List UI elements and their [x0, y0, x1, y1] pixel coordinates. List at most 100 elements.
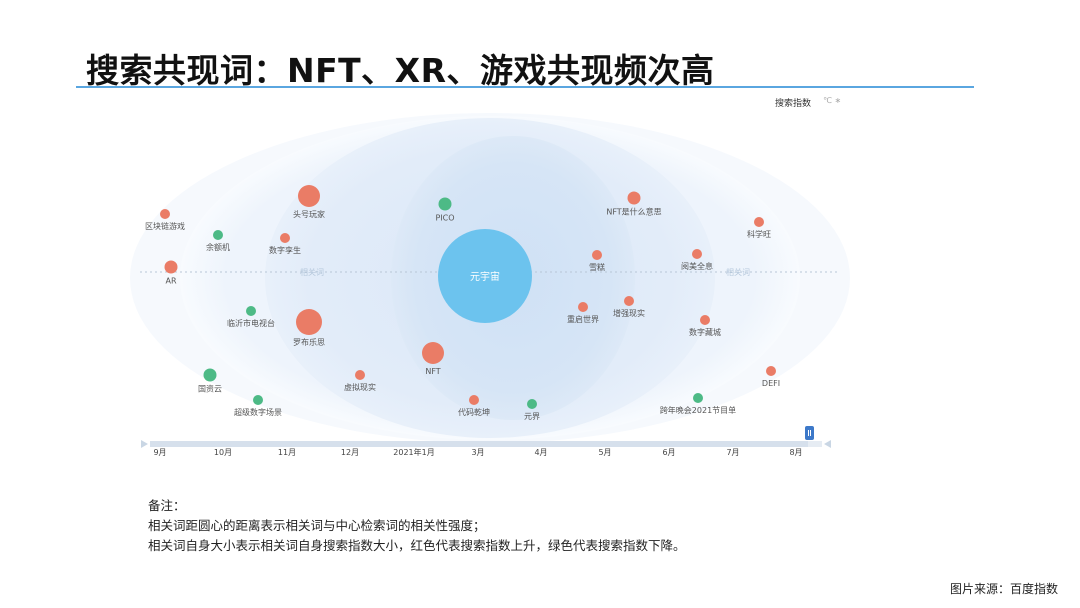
bubble-label: NFT: [425, 367, 440, 376]
bubble-label: 数字藏城: [689, 327, 721, 337]
legend-options-icon[interactable]: ℃ ∗: [823, 96, 842, 105]
bubble-label: 雪糕: [589, 262, 605, 272]
bubble-item[interactable]: 超级数字场景: [234, 395, 282, 417]
timeline-right-arrow-icon[interactable]: [824, 440, 831, 448]
center-node[interactable]: 元宇宙: [438, 229, 532, 323]
handle-grip-icon: [810, 430, 811, 436]
timeline-tick-label: 7月: [726, 448, 739, 457]
bubble-label: 数字孪生: [269, 245, 301, 255]
bubble[interactable]: [693, 393, 703, 403]
timeline-tick-label: 3月: [471, 448, 484, 457]
bubble[interactable]: [296, 309, 322, 335]
bubble-label: 临沂市电视台: [227, 318, 275, 328]
bubble[interactable]: [766, 366, 776, 376]
bubble[interactable]: [592, 250, 602, 260]
bubble-label: 余额机: [206, 242, 230, 252]
bubble-label: 阅美全息: [681, 261, 713, 271]
bubble[interactable]: [203, 368, 217, 382]
bubble-item[interactable]: 科学旺: [747, 217, 771, 239]
bubble-label: 增强现实: [613, 308, 645, 318]
bubble[interactable]: [527, 399, 537, 409]
bubble-item[interactable]: 数字孪生: [269, 233, 301, 255]
ring-label: 相关词: [300, 267, 324, 277]
bubble-item[interactable]: NFT: [422, 342, 444, 376]
bubble[interactable]: [578, 302, 588, 312]
bubble-label: 跨年晚会2021节目单: [660, 405, 736, 415]
bubble[interactable]: [438, 197, 452, 211]
bubble-item[interactable]: 虚拟现实: [344, 370, 376, 392]
timeline-tick-label: 5月: [598, 448, 611, 457]
bubble[interactable]: [213, 230, 223, 240]
legend-label: 搜索指数: [775, 99, 812, 109]
bubble-label: 代码乾坤: [458, 407, 490, 417]
bubble[interactable]: [624, 296, 634, 306]
bubble-label: 元界: [524, 412, 540, 421]
bubble[interactable]: [700, 315, 710, 325]
timeline-tick-label: 9月: [153, 448, 166, 457]
bubble-item[interactable]: 临沂市电视台: [227, 306, 275, 328]
bubble-label: 科学旺: [747, 229, 771, 239]
ring-label: 相关词: [726, 267, 750, 277]
bubble-item[interactable]: 国资云: [198, 368, 222, 394]
bubble-label: DEFI: [762, 379, 780, 388]
bubble[interactable]: [422, 342, 444, 364]
bubble[interactable]: [469, 395, 479, 405]
timeline-tick-label: 6月: [662, 448, 675, 457]
bubble-item[interactable]: 重启世界: [567, 302, 599, 324]
timeline-left-arrow-icon[interactable]: [141, 440, 148, 448]
bubble[interactable]: [627, 191, 641, 205]
bubble-label: 重启世界: [567, 314, 599, 324]
bubble[interactable]: [246, 306, 256, 316]
bubble-item[interactable]: NFT是什么意思: [606, 191, 662, 217]
bubble-label: 超级数字场景: [234, 407, 282, 417]
bubble-item[interactable]: 区块链游戏: [145, 209, 185, 231]
timeline-tick-label: 11月: [278, 448, 296, 457]
bubble-item[interactable]: 跨年晚会2021节目单: [660, 393, 736, 415]
handle-grip-icon: [808, 430, 809, 436]
timeline[interactable]: 9月 10月 11月 12月 2021年1月 3月 4月 5月 6月 7月 8月: [141, 426, 831, 457]
bubble-item[interactable]: 头号玩家: [293, 185, 325, 219]
bubble-item[interactable]: 元界: [524, 399, 540, 421]
bubble-item[interactable]: 数字藏城: [689, 315, 721, 337]
timeline-tick-label: 10月: [214, 448, 232, 457]
bubble-item[interactable]: 代码乾坤: [458, 395, 490, 417]
bubble-label: 头号玩家: [293, 209, 325, 219]
bubble-label: PICO: [435, 214, 454, 223]
bubble-item[interactable]: 余额机: [206, 230, 230, 252]
timeline-tick-label: 8月: [789, 448, 802, 457]
image-source: 图片来源：百度指数: [949, 582, 1058, 596]
bubble-item[interactable]: PICO: [435, 197, 455, 223]
bubble-label: 虚拟现实: [344, 382, 376, 392]
bubble[interactable]: [160, 209, 170, 219]
bubble-item[interactable]: 阅美全息: [681, 249, 713, 271]
bubble-label: NFT是什么意思: [606, 207, 661, 217]
bubble[interactable]: [298, 185, 320, 207]
timeline-tick-label: 12月: [341, 448, 359, 457]
bubble-label: 区块链游戏: [145, 221, 185, 231]
notes-heading: 备注：: [148, 498, 186, 513]
bubble-item[interactable]: 罗布乐思: [293, 309, 325, 347]
bubble[interactable]: [253, 395, 263, 405]
timeline-tick-label: 4月: [534, 448, 547, 457]
timeline-tick-label: 2021年1月: [393, 447, 434, 457]
page-title: 搜索共现词：NFT、XR、游戏共现频次高: [86, 51, 715, 90]
bubble[interactable]: [692, 249, 702, 259]
bubble[interactable]: [164, 260, 178, 274]
bubble-item[interactable]: AR: [164, 260, 178, 286]
bubble[interactable]: [754, 217, 764, 227]
bubble-label: 罗布乐思: [293, 337, 325, 347]
bubble-item[interactable]: 增强现实: [613, 296, 645, 318]
bubble[interactable]: [280, 233, 290, 243]
bubble-label: AR: [165, 277, 176, 286]
bubble-item[interactable]: 雪糕: [589, 250, 605, 272]
bubble-label: 国资云: [198, 384, 222, 394]
timeline-handle[interactable]: [805, 426, 814, 440]
bubble[interactable]: [355, 370, 365, 380]
title-divider: [76, 86, 974, 88]
timeline-fill: [150, 441, 808, 447]
timeline-ticks: 9月 10月 11月 12月 2021年1月 3月 4月 5月 6月 7月 8月: [153, 447, 802, 457]
bubble-item[interactable]: DEFI: [762, 366, 780, 388]
center-bubble[interactable]: [438, 229, 532, 323]
